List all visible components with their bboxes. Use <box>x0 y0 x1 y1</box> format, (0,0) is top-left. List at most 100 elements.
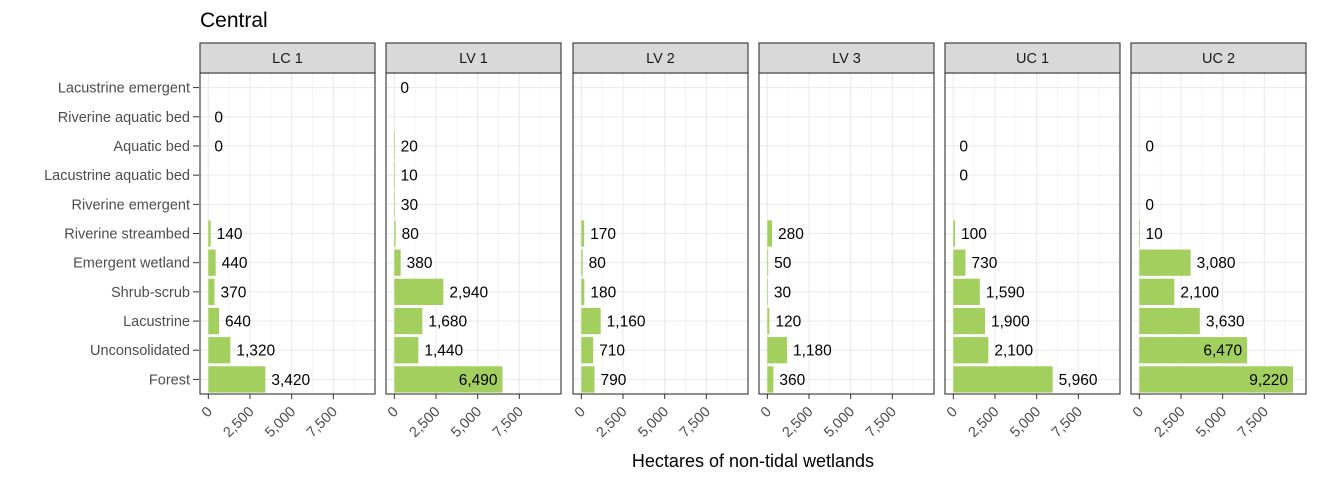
panel-uc-1: 0 0 100 730 1,590 1,900 2,100 5,960 UC 1 0 2,500 5,… <box>944 42 1121 441</box>
bar <box>1139 337 1248 364</box>
panel-lv-3: 280 50 30 120 1,180 360 LV 3 0 2,500 5,000 7,500 <box>758 42 935 441</box>
bar <box>767 307 770 335</box>
x-tick-label: 0 <box>385 404 402 421</box>
data-label: 1,160 <box>607 314 646 331</box>
bar <box>394 132 395 160</box>
bar <box>767 337 787 364</box>
data-label: 1,590 <box>986 284 1025 301</box>
data-label: 790 <box>601 372 627 389</box>
x-tick-label: 5,000 <box>635 404 672 441</box>
bar <box>581 220 585 247</box>
bar <box>581 366 595 393</box>
data-label: 6,470 <box>1203 343 1242 360</box>
bar <box>394 278 444 305</box>
data-label: 50 <box>774 255 792 272</box>
data-label: 370 <box>221 284 247 301</box>
data-label: 0 <box>1145 138 1154 155</box>
bar <box>394 337 419 364</box>
category-label: Riverine aquatic bed <box>58 110 190 126</box>
facet-strip <box>758 42 935 74</box>
facet-strip-label: LV 2 <box>646 51 675 67</box>
data-label: 1,900 <box>991 314 1030 331</box>
bar <box>953 220 955 247</box>
facet-strip <box>944 42 1121 74</box>
x-tick-label: 2,500 <box>407 404 444 441</box>
category-axis-labels: Lacustrine emergent Riverine aquatic bed A… <box>44 81 199 388</box>
x-tick-label: 2,500 <box>594 404 631 441</box>
bar <box>581 249 583 276</box>
chart-title: Central <box>200 9 268 32</box>
facet-strip-label: UC 1 <box>1016 51 1049 67</box>
x-tick-label: 7,500 <box>490 404 527 441</box>
bar <box>953 307 985 335</box>
data-label: 0 <box>959 168 968 185</box>
category-label: Forest <box>149 372 190 388</box>
data-label: 120 <box>775 314 801 331</box>
panel-uc-2: 0 0 10 3,080 2,100 3,630 6,470 9,220 UC 2 0 2,500 5… <box>1130 42 1307 441</box>
data-label: 3,080 <box>1197 255 1236 272</box>
data-label: 30 <box>401 197 419 214</box>
data-label: 180 <box>590 284 616 301</box>
x-tick-label: 0 <box>1130 404 1147 421</box>
category-label: Shrub-scrub <box>111 285 190 301</box>
bar <box>208 278 215 305</box>
data-label: 30 <box>774 284 792 301</box>
x-tick-label: 5,000 <box>262 404 299 441</box>
data-label: 3,420 <box>271 372 310 389</box>
bar <box>208 249 216 276</box>
data-label: 280 <box>778 226 804 243</box>
category-label: Riverine streambed <box>64 227 190 243</box>
data-label: 20 <box>401 138 419 155</box>
x-tick-label: 7,500 <box>304 404 341 441</box>
facet-strip <box>1130 42 1307 74</box>
bar <box>581 337 594 364</box>
data-label: 2,100 <box>994 343 1033 360</box>
data-label: 1,180 <box>793 343 832 360</box>
x-tick-label: 5,000 <box>1007 404 1044 441</box>
x-tick-label: 7,500 <box>1235 404 1272 441</box>
category-label: Lacustrine aquatic bed <box>44 168 190 184</box>
data-label: 10 <box>1146 226 1164 243</box>
bar <box>1139 278 1175 305</box>
data-label: 6,490 <box>459 372 498 389</box>
data-label: 1,680 <box>428 314 467 331</box>
data-label: 0 <box>214 109 223 126</box>
x-tick-label: 7,500 <box>677 404 714 441</box>
data-label: 80 <box>402 226 420 243</box>
panel-lc-1: 0 0 140 440 370 640 1,320 3,420 LC 1 0 2,500 5,000 7… <box>199 42 376 441</box>
x-tick-label: 2,500 <box>780 404 817 441</box>
facet-strip-label: LV 1 <box>459 51 488 67</box>
data-label: 100 <box>961 226 987 243</box>
bar <box>767 249 769 276</box>
category-label: Lacustrine <box>123 314 190 330</box>
bar <box>1139 220 1140 247</box>
data-label: 440 <box>222 255 248 272</box>
data-label: 9,220 <box>1249 372 1288 389</box>
bar <box>953 366 1053 393</box>
bar <box>1139 307 1200 335</box>
x-tick-label: 5,000 <box>1193 404 1230 441</box>
data-label: 140 <box>217 226 243 243</box>
data-label: 0 <box>959 138 968 155</box>
bar <box>581 307 601 335</box>
x-tick-label: 5,000 <box>448 404 485 441</box>
bar <box>394 162 395 189</box>
category-label: Lacustrine emergent <box>58 81 190 97</box>
facet-strip <box>385 42 562 74</box>
data-label: 3,630 <box>1206 314 1245 331</box>
data-label: 360 <box>779 372 805 389</box>
data-label: 1,320 <box>236 343 275 360</box>
bar <box>394 220 396 247</box>
data-label: 730 <box>972 255 998 272</box>
bar <box>394 249 401 276</box>
x-tick-label: 5,000 <box>821 404 858 441</box>
bar <box>581 278 585 305</box>
bar <box>394 366 503 393</box>
bar <box>767 220 772 247</box>
x-tick-label: 0 <box>944 404 961 421</box>
category-label: Emergent wetland <box>73 256 190 272</box>
category-label: Unconsolidated <box>90 343 190 359</box>
x-tick-label: 7,500 <box>863 404 900 441</box>
facet-strip-label: LC 1 <box>272 51 303 67</box>
